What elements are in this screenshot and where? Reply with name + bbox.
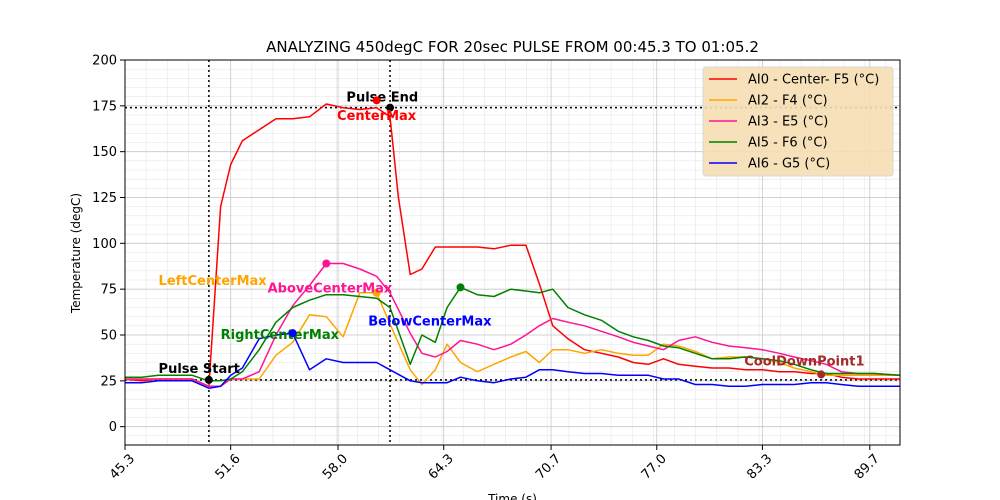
legend-entry: AI0 - Center- F5 (°C) [748, 73, 879, 88]
legend-box [702, 66, 894, 177]
y-tick-label: 200 [92, 54, 117, 69]
legend-entry: AI6 - G5 (°C) [748, 157, 830, 172]
y-tick-label: 100 [92, 237, 117, 252]
y-tick-label: 25 [100, 374, 117, 389]
series-line-0 [124, 103, 900, 388]
x-tick-label: 70.7 [533, 451, 564, 482]
series-lines [124, 103, 901, 389]
x-tick-label: 77.0 [639, 451, 670, 482]
plot-frame [124, 59, 901, 446]
annotation-marker [372, 288, 381, 297]
annotation-label: LeftCenterMax [159, 274, 268, 289]
annotation-label: CoolDownPoint1 [744, 355, 864, 370]
y-tick-label: 50 [100, 329, 117, 344]
chart-title: ANALYZING 450degC FOR 20sec PULSE FROM 0… [266, 38, 759, 56]
annotation-marker [386, 103, 395, 112]
annotation-marker [456, 283, 465, 292]
x-tick-label: 58.0 [320, 451, 351, 482]
legend: AI0 - Center- F5 (°C) AI2 - F4 (°C) AI3 - … [702, 66, 894, 177]
annotations: Pulse Start Pulse End CenterMax LeftCenterM… [159, 91, 865, 384]
x-tick-label: 64.3 [426, 451, 457, 482]
y-tick-label: 150 [92, 145, 117, 160]
series-line-2 [125, 262, 901, 388]
legend-entry: AI3 - E5 (°C) [748, 115, 828, 130]
legend-entry: AI2 - F4 (°C) [748, 94, 828, 109]
y-axis-label: Temperature (degC) [69, 193, 83, 314]
annotation-label: AboveCenterMax [268, 281, 393, 296]
series-line-4 [125, 332, 900, 389]
y-tick-label: 75 [100, 283, 117, 298]
series-line-3 [125, 286, 901, 382]
y-tick-label: 0 [109, 420, 117, 435]
annotation-label: RightCenterMax [221, 328, 340, 343]
annotation-label: Pulse End [346, 91, 418, 106]
annotation-label: BelowCenterMax [368, 314, 492, 329]
annotation-marker [322, 259, 331, 268]
y-tick-label: 175 [92, 99, 117, 114]
annotation-marker [817, 370, 826, 379]
x-tick-label: 45.3 [107, 451, 138, 482]
x-tick-label: 51.6 [213, 451, 244, 482]
annotation-marker [204, 375, 213, 384]
y-tick-label: 125 [92, 191, 117, 206]
x-axis-label: Time (s) [487, 492, 537, 500]
legend-entry: AI5 - F6 (°C) [748, 136, 828, 151]
x-tick-label: 83.3 [744, 451, 775, 482]
annotation-marker [372, 96, 381, 105]
annotation-label: Pulse Start [159, 362, 240, 377]
annotation-marker [288, 329, 297, 338]
annotation-label: CenterMax [337, 109, 417, 124]
x-tick-label: 89.7 [852, 451, 883, 482]
